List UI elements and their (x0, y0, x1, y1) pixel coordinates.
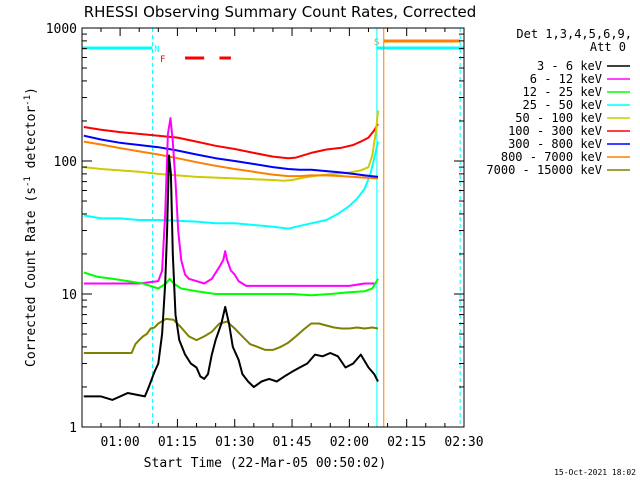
y-axis-label-sup1: -1 (23, 176, 33, 187)
series-line-25-50-kev (83, 141, 379, 230)
x-tick-label: 01:45 (272, 435, 311, 450)
series-line-100-300-kev (83, 123, 379, 160)
legend-label: 100 - 300 keV (508, 124, 602, 138)
x-tick-label: 01:15 (158, 435, 197, 450)
footer-date: 15-Oct-2021 18:02 (554, 468, 636, 477)
series-line-6-12-kev (83, 117, 377, 287)
flag-label-n: N (154, 45, 159, 55)
legend-label: 800 - 7000 keV (501, 150, 602, 164)
legend-header-line2: Att 0 (590, 40, 626, 54)
legend-label: 300 - 800 keV (508, 137, 602, 151)
legend-label: 25 - 50 keV (523, 98, 602, 112)
series-line-50-100-kev (83, 110, 379, 182)
legend-label: 7000 - 15000 keV (486, 163, 602, 177)
series-layer (83, 110, 379, 401)
y-tick-label: 1000 (46, 22, 77, 37)
y-axis-label-sup2: -1 (23, 95, 33, 106)
legend-label: 12 - 25 keV (523, 85, 602, 99)
x-tick-label: 02:30 (444, 435, 483, 450)
series-line-12-25-kev (83, 271, 379, 297)
x-tick-label: 01:00 (101, 435, 140, 450)
x-axis-label: Start Time (22-Mar-05 00:50:02) (144, 456, 387, 471)
flag-label-f: F (160, 55, 165, 65)
x-tick-labels: 01:00 01:15 01:30 01:45 02:00 02:15 02:30 (101, 435, 484, 450)
legend-label: 3 - 6 keV (537, 59, 602, 73)
y-axis-label: Corrected Count Rate (s-1 detector-1) (23, 87, 39, 367)
y-tick-label: 100 (54, 155, 77, 170)
y-tick-labels: 1 10 100 1000 (46, 22, 77, 436)
legend-header-line1: Det 1,3,4,5,6,9, (516, 27, 632, 41)
y-axis-label-end: ) (24, 87, 39, 95)
legend-label: 6 - 12 keV (530, 72, 602, 86)
y-axis-label-mid: detector (24, 106, 39, 177)
annotation-lines (152, 28, 461, 427)
series-line-7000-15000-kev (83, 317, 379, 354)
series-line-300-800-kev (83, 134, 379, 178)
y-tick-label: 10 (61, 288, 77, 303)
series-line-800-7000-kev (83, 140, 379, 180)
x-tick-label: 02:00 (330, 435, 369, 450)
legend-label: 50 - 100 keV (515, 111, 602, 125)
series-line-3-6-kev (83, 154, 379, 401)
y-axis-label-main: Corrected Count Rate (s (24, 187, 39, 367)
y-tick-label: 1 (69, 421, 77, 436)
x-tick-label: 01:30 (215, 435, 254, 450)
chart-title: RHESSI Observing Summary Count Rates, Co… (84, 3, 477, 21)
x-tick-label: 02:15 (387, 435, 426, 450)
axis-ticks (82, 27, 465, 428)
